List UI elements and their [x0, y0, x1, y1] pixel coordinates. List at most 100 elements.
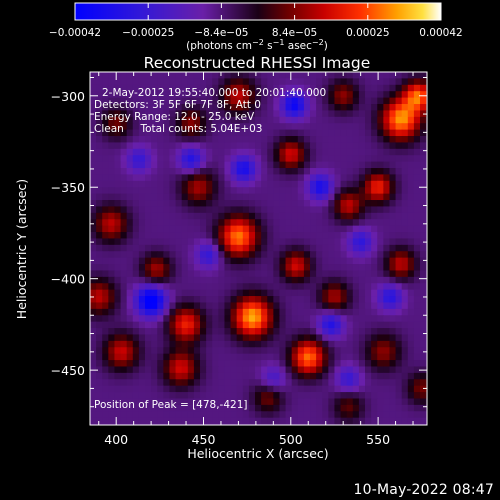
- heat-cell: [358, 232, 366, 240]
- heat-cell: [365, 334, 372, 342]
- x-tick-label: 550: [366, 432, 390, 447]
- heat-cell: [230, 116, 238, 124]
- heat-cell: [157, 206, 164, 214]
- heat-cell: [420, 219, 427, 227]
- heat-cell: [310, 347, 317, 355]
- heat-cell: [358, 328, 366, 336]
- heat-cell: [248, 347, 256, 355]
- heat-cell: [206, 136, 213, 144]
- heat-cell: [389, 276, 397, 284]
- heat-cell: [334, 296, 342, 304]
- heat-cell: [395, 308, 403, 316]
- heat-cell: [346, 225, 354, 233]
- heat-cell: [108, 244, 116, 252]
- heat-cell: [132, 104, 140, 112]
- heat-cell: [248, 385, 256, 393]
- heat-cell: [389, 168, 397, 176]
- heat-cell: [242, 398, 250, 406]
- heat-cell: [218, 411, 226, 419]
- heat-cell: [261, 411, 268, 419]
- heat-cell: [157, 264, 164, 272]
- heat-cell: [377, 78, 384, 86]
- heat-cell: [346, 328, 354, 336]
- heat-cell: [206, 142, 213, 150]
- heat-cell: [322, 78, 329, 86]
- heat-cell: [365, 270, 372, 278]
- heat-cell: [255, 136, 262, 144]
- heat-cell: [114, 129, 122, 137]
- heat-cell: [236, 283, 244, 291]
- heat-cell: [291, 251, 299, 259]
- heat-cell: [340, 155, 348, 163]
- heat-cell: [90, 91, 97, 99]
- heat-cell: [212, 200, 219, 208]
- heat-cell: [371, 193, 378, 201]
- heat-cell: [291, 72, 299, 79]
- heat-cell: [322, 334, 329, 342]
- heat-cell: [407, 257, 415, 265]
- heat-cell: [279, 161, 287, 169]
- heat-cell: [261, 257, 268, 265]
- heat-cell: [175, 244, 183, 252]
- heat-cell: [340, 347, 348, 355]
- heat-cell: [297, 129, 305, 137]
- heat-cell: [352, 296, 360, 304]
- heat-cell: [383, 353, 391, 361]
- heat-cell: [316, 212, 323, 220]
- heat-cell: [322, 321, 329, 329]
- heat-cell: [328, 123, 336, 131]
- heat-cell: [377, 321, 384, 329]
- heat-cell: [248, 212, 256, 220]
- heat-cell: [420, 315, 427, 323]
- heat-cell: [169, 328, 177, 336]
- heat-cell: [193, 161, 201, 169]
- heat-cell: [248, 398, 256, 406]
- heat-cell: [261, 328, 268, 336]
- heat-cell: [328, 321, 336, 329]
- heat-cell: [261, 404, 268, 412]
- heat-cell: [413, 321, 421, 329]
- heat-cell: [328, 264, 336, 272]
- heat-cell: [132, 91, 140, 99]
- heat-cell: [242, 129, 250, 137]
- heat-cell: [212, 238, 219, 246]
- heat-cell: [383, 180, 391, 188]
- heat-cell: [114, 78, 122, 86]
- heat-cell: [328, 206, 336, 214]
- heat-cell: [340, 270, 348, 278]
- heat-cell: [291, 328, 299, 336]
- heat-cell: [163, 276, 171, 284]
- heat-cell: [230, 379, 238, 387]
- heat-cell: [389, 270, 397, 278]
- heat-cell: [291, 372, 299, 380]
- heat-cell: [163, 200, 171, 208]
- heat-cell: [132, 212, 140, 220]
- heat-cell: [120, 360, 128, 368]
- heat-cell: [352, 193, 360, 201]
- heat-cell: [346, 110, 354, 118]
- heat-cell: [114, 97, 122, 105]
- heat-cell: [273, 129, 281, 137]
- heat-cell: [242, 206, 250, 214]
- heat-cell: [273, 212, 281, 220]
- heat-cell: [193, 417, 201, 425]
- heat-cell: [218, 404, 226, 412]
- heat-cell: [96, 328, 103, 336]
- heat-cell: [322, 289, 329, 297]
- heat-cell: [377, 161, 384, 169]
- heat-cell: [420, 155, 427, 163]
- heat-cell: [181, 232, 189, 240]
- heat-cell: [224, 251, 232, 259]
- heat-cell: [138, 180, 146, 188]
- heat-cell: [206, 360, 213, 368]
- heat-cell: [346, 366, 354, 374]
- heat-cell: [316, 251, 323, 259]
- heat-cell: [383, 334, 391, 342]
- heat-cell: [346, 219, 354, 227]
- heat-cell: [340, 161, 348, 169]
- y-tick-label: −300: [51, 89, 85, 104]
- heat-cell: [389, 411, 397, 419]
- heat-cell: [383, 200, 391, 208]
- heat-cell: [175, 360, 183, 368]
- heat-cell: [340, 283, 348, 291]
